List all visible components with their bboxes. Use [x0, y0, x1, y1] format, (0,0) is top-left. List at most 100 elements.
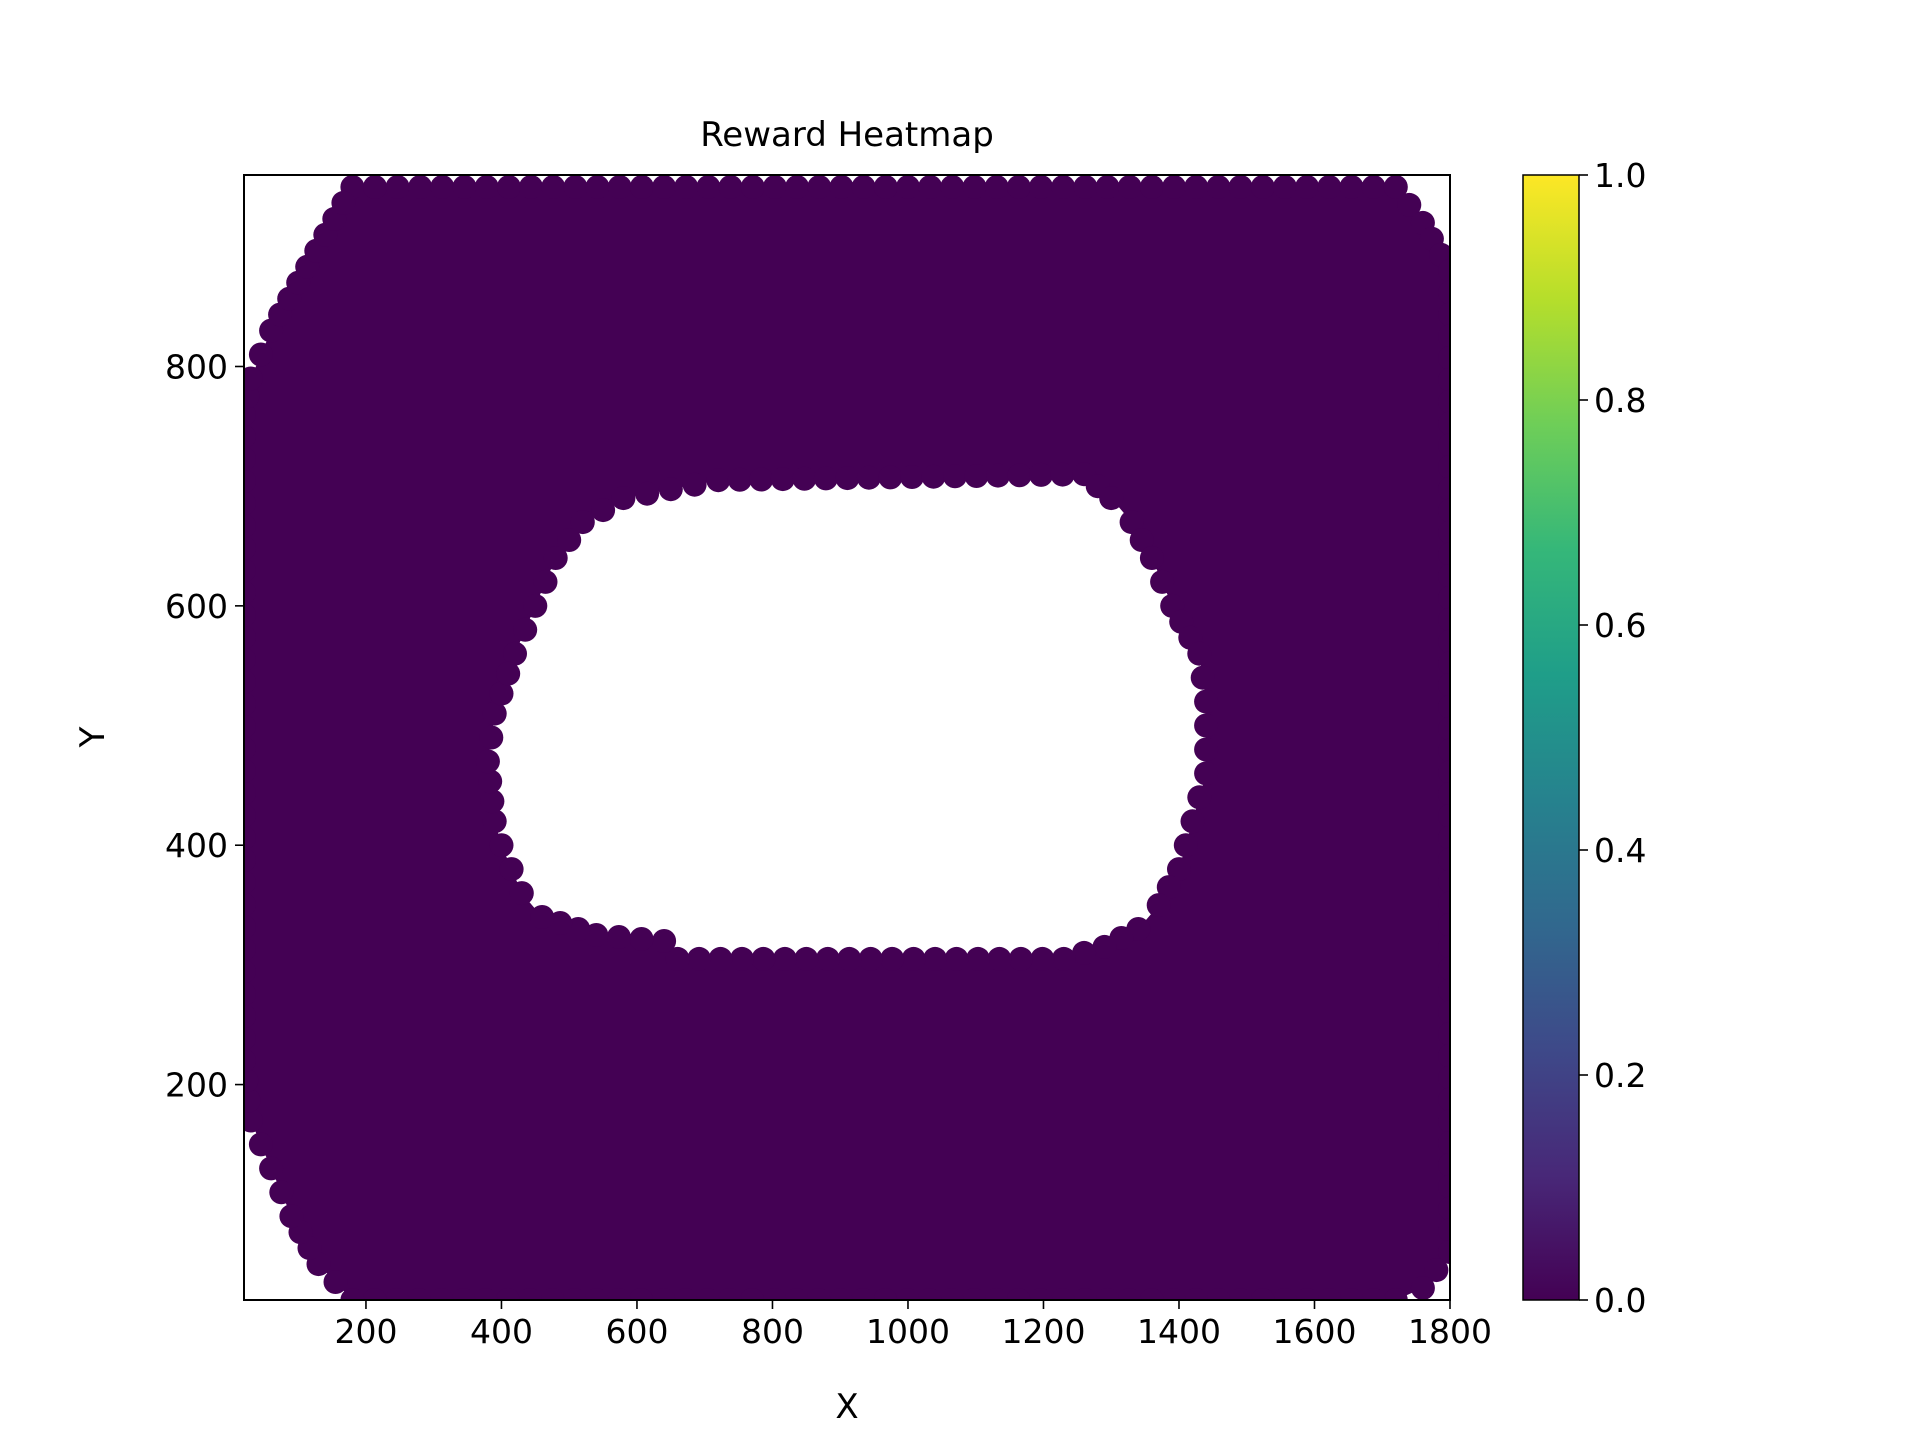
scatter-point: [584, 923, 609, 947]
colorbar-tick-label: 1.0: [1594, 156, 1646, 195]
scatter-point: [1438, 651, 1450, 676]
scatter-point: [1438, 869, 1450, 894]
scatter-point: [244, 424, 256, 449]
scatter-point: [248, 1132, 273, 1157]
scatter-point: [1295, 175, 1320, 199]
scatter-point: [687, 946, 712, 971]
scatter-point: [244, 803, 256, 828]
scatter-point: [1173, 833, 1198, 858]
scatter-point: [1180, 809, 1205, 834]
scatter-point: [244, 402, 256, 427]
scatter-point: [513, 617, 538, 642]
scatter-point: [1099, 486, 1124, 511]
scatter-point: [1410, 1276, 1435, 1300]
scatter-point: [682, 472, 707, 497]
scatter-point: [548, 911, 573, 935]
scatter-point: [518, 1288, 542, 1300]
scatter-point: [244, 848, 256, 873]
scatter-point: [323, 1270, 348, 1294]
scatter-point: [1438, 476, 1450, 501]
scatter-point: [984, 1288, 1009, 1300]
scatter-point: [1438, 411, 1450, 436]
scatter-point: [674, 175, 699, 199]
scatter-point: [509, 881, 534, 906]
scatter-point: [873, 175, 898, 199]
scatter-point: [496, 175, 521, 199]
scatter-point: [762, 175, 787, 199]
scatter-point: [895, 1288, 920, 1300]
scatter-point: [1194, 689, 1219, 714]
scatter-point: [1139, 1288, 1164, 1300]
scatter-point: [244, 692, 256, 717]
scatter-point: [244, 366, 263, 391]
scatter-point: [244, 892, 256, 917]
scatter-point: [858, 946, 883, 971]
scatter-point: [718, 175, 743, 199]
scatter-point: [1187, 785, 1212, 810]
scatter-point: [1438, 716, 1450, 741]
plot-frame: [243, 174, 1451, 1301]
scatter-point: [1438, 913, 1450, 937]
scatter-point: [1438, 1131, 1450, 1156]
x-tick-label: 1400: [1137, 1312, 1221, 1351]
scatter-point: [385, 175, 410, 199]
scatter-point: [1050, 462, 1075, 487]
scatter-point: [279, 1204, 304, 1229]
scatter-point: [541, 175, 566, 199]
x-tick-label: 1600: [1273, 1312, 1357, 1351]
scatter-point: [1438, 825, 1450, 850]
colorbar-tick-label: 0.2: [1594, 1056, 1646, 1095]
scatter-point: [665, 946, 690, 971]
scatter-point: [496, 661, 521, 686]
scatter-point: [1438, 564, 1450, 589]
scatter-point: [1438, 738, 1450, 763]
y-axis-label: Y: [73, 726, 113, 748]
scatter-point: [244, 625, 256, 650]
scatter-point: [611, 486, 636, 511]
scatter-point: [1006, 1288, 1031, 1300]
scatter-point: [1117, 175, 1142, 199]
x-tick-label: 800: [741, 1312, 804, 1351]
scatter-point: [651, 1288, 676, 1300]
scatter-point: [770, 467, 795, 492]
scatter-point: [652, 929, 677, 953]
scatter-point: [482, 701, 507, 726]
scatter-point: [269, 1180, 294, 1205]
scatter-point: [1228, 175, 1253, 199]
scatter-point: [533, 569, 558, 594]
scatter-point: [706, 468, 731, 493]
scatter-point: [244, 647, 256, 672]
scatter-point: [244, 937, 256, 962]
scatter-point: [629, 175, 654, 199]
scatter-point: [1438, 1000, 1450, 1025]
scatter-point: [362, 1288, 387, 1300]
scatter-point: [987, 946, 1012, 971]
scatter-point: [591, 498, 616, 523]
scatter-point: [1438, 804, 1450, 828]
scatter-point: [794, 946, 819, 971]
scatter-point: [1438, 978, 1450, 1003]
scatter-point: [856, 465, 881, 490]
scatter-point: [1073, 175, 1098, 199]
scatter-point: [1424, 1258, 1449, 1283]
x-tick-label: 600: [605, 1312, 668, 1351]
scatter-point: [1438, 1022, 1450, 1046]
scatter-point: [244, 384, 260, 409]
scatter-point: [244, 1088, 261, 1113]
scatter-point: [1092, 934, 1117, 959]
scatter-point: [940, 175, 965, 199]
scatter-point: [244, 536, 256, 561]
scatter-point: [873, 1288, 898, 1300]
scatter-point: [1339, 175, 1364, 199]
scatter-point: [244, 446, 256, 471]
chart-title: Reward Heatmap: [700, 115, 994, 155]
scatter-point: [244, 513, 256, 538]
scatter-point: [430, 175, 455, 199]
scatter-point: [530, 905, 555, 929]
scatter-point: [792, 466, 817, 491]
scatter-point: [606, 1288, 631, 1300]
x-axis-label: X: [835, 1387, 858, 1427]
scatter-point: [244, 669, 256, 694]
scatter-point: [1438, 1218, 1450, 1243]
scatter-point: [1190, 665, 1215, 690]
